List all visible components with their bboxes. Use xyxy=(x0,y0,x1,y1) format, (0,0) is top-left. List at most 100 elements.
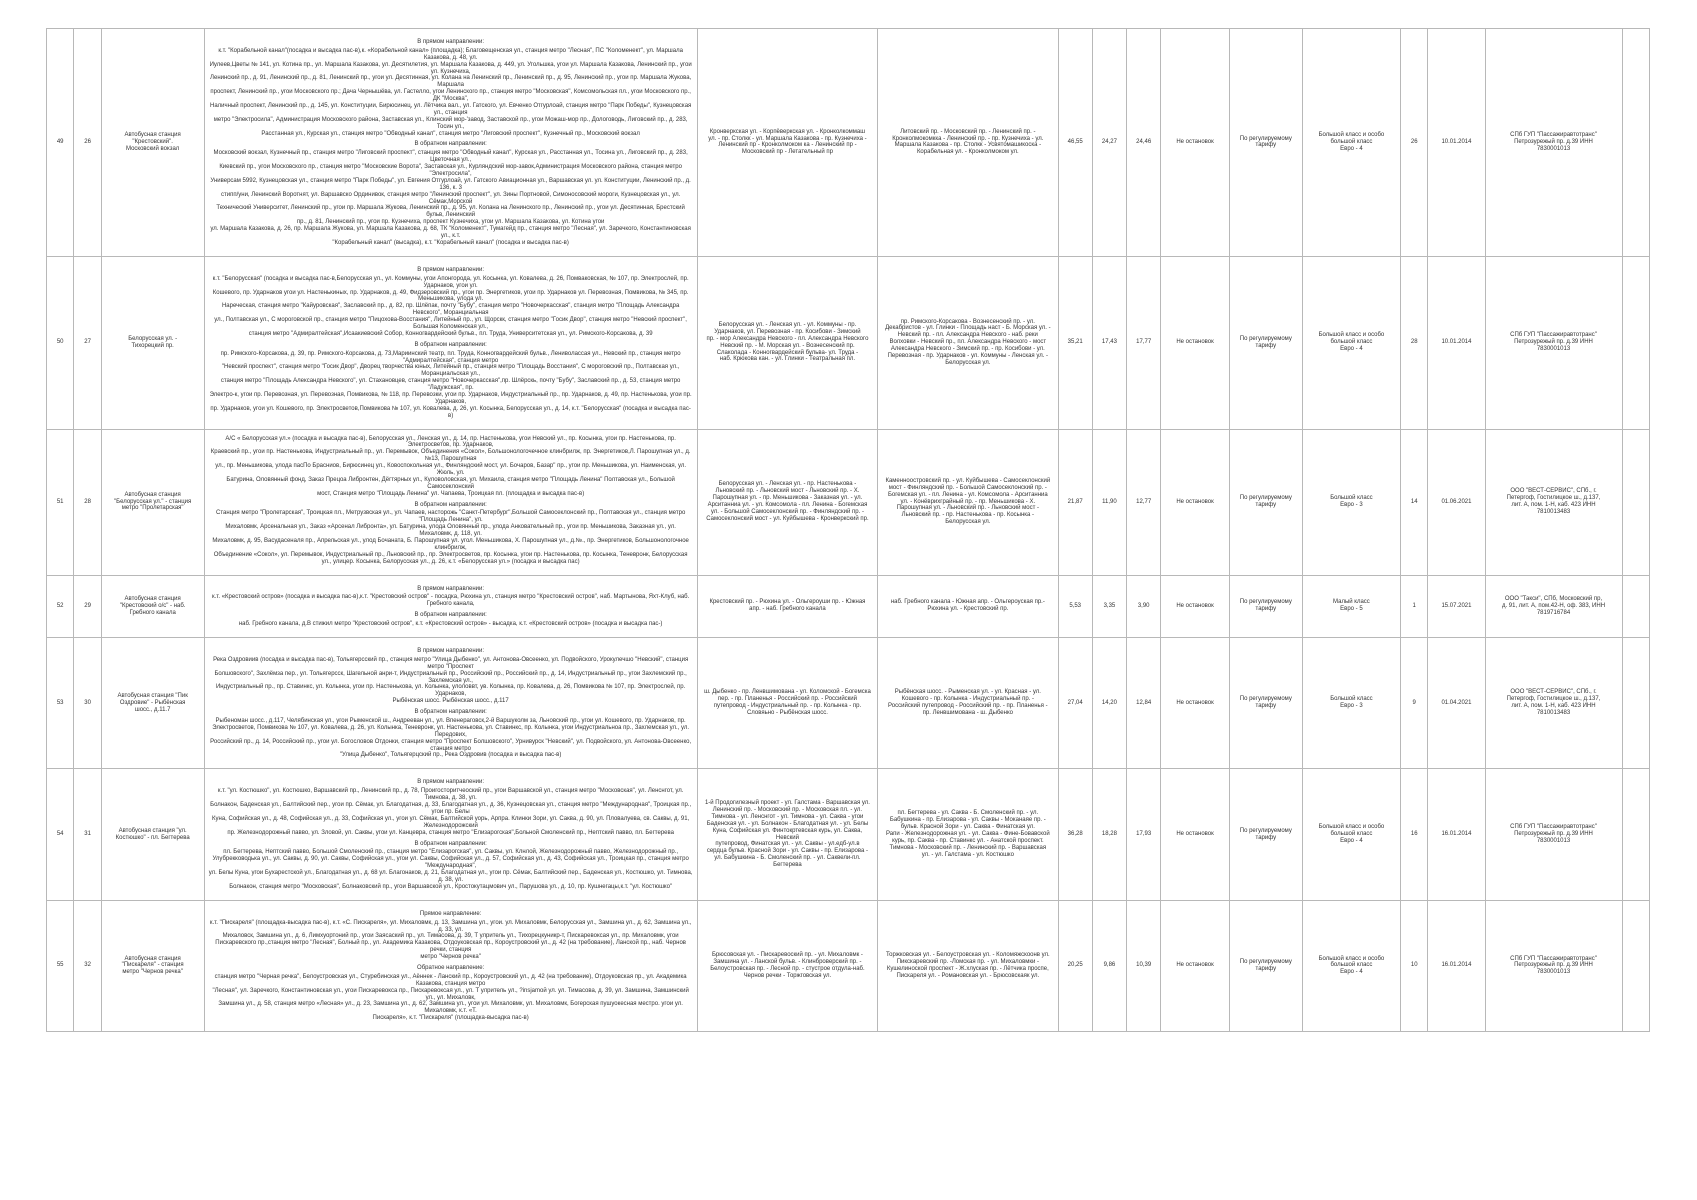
route-name: Автобусная станция "ул. Костюшко" - пл. … xyxy=(101,769,204,900)
streets-backward: Каменноостровский пр. - ул. Куйбышева - … xyxy=(878,429,1058,575)
direction-backward-heading: В обратном направлении: xyxy=(209,502,693,509)
trailing xyxy=(1622,900,1650,1031)
tariff-type: По регулируемому тарифу xyxy=(1229,575,1302,637)
stops-note: Не остановок xyxy=(1161,638,1230,769)
route-name: Автобусная станция "Крестовский". Москов… xyxy=(101,29,204,257)
route-description: В прямом направлении:к.т. «Крестовский о… xyxy=(204,575,697,637)
length-backward: 24,46 xyxy=(1127,29,1161,257)
tariff-type: По регулируемому тарифу xyxy=(1229,256,1302,429)
direction-backward-heading: В обратном направлении: xyxy=(209,841,693,848)
direction-backward-body: станция метро "Черная речка", Белоустров… xyxy=(209,974,693,1022)
table-row: 5027Белорусская ул. - Тихорецкий пр.В пр… xyxy=(47,256,1650,429)
direction-backward-heading: Обратное направление: xyxy=(209,965,693,972)
streets-backward: наб. Гребного канала - Южная апр. - Ольг… xyxy=(878,575,1058,637)
table-row: 4926Автобусная станция "Крестовский". Мо… xyxy=(47,29,1650,257)
direction-forward-heading: В прямом направлении: xyxy=(209,586,693,593)
tariff-type: По регулируемому тарифу xyxy=(1229,769,1302,900)
row-index: 55 xyxy=(47,900,74,1031)
streets-backward: Торжковская ул. - Белоустровская ул. - К… xyxy=(878,900,1058,1031)
route-number: 26 xyxy=(74,29,101,257)
vehicle-count: 9 xyxy=(1401,638,1428,769)
vehicle-count: 16 xyxy=(1401,769,1428,900)
direction-backward-body: Рыбеноман шосс., д.117, Челябинская ул.,… xyxy=(209,718,693,759)
start-date: 01.04.2021 xyxy=(1428,638,1485,769)
length-backward: 17,77 xyxy=(1127,256,1161,429)
row-index: 51 xyxy=(47,429,74,575)
direction-forward-heading: В прямом направлении: xyxy=(209,39,693,46)
route-name: Автобусная станция "Пик Оздровие" - Рыбё… xyxy=(101,638,204,769)
direction-forward-body: к.т. "ул. Костюшко", ул. Костюшко, Варша… xyxy=(209,788,693,836)
tariff-type: По регулируемому тарифу xyxy=(1229,29,1302,257)
tariff-type: По регулируемому тарифу xyxy=(1229,900,1302,1031)
length-forward: 3,35 xyxy=(1092,575,1126,637)
route-number: 30 xyxy=(74,638,101,769)
trailing xyxy=(1622,638,1650,769)
length-total: 21,87 xyxy=(1058,429,1092,575)
streets-forward: Крестовский пр. - Рюхина ул. - Ольгероуш… xyxy=(697,575,877,637)
length-forward: 17,43 xyxy=(1092,256,1126,429)
vehicle-count: 26 xyxy=(1401,29,1428,257)
route-description: Прямое направление: к.т. "Пискареля" (пло… xyxy=(204,900,697,1031)
route-description: В прямом направлении:к.т. "ул. Костюшко"… xyxy=(204,769,697,900)
vehicle-class: Большой класс и особо большой класс Евро… xyxy=(1302,256,1400,429)
route-description: А/С « Белорусская ул.» (посадка и высадк… xyxy=(204,429,697,575)
streets-backward: пл. Бегтерева - ул. Саква - Б. Смоленски… xyxy=(878,769,1058,900)
start-date: 01.06.2021 xyxy=(1428,429,1485,575)
operator: ООО "ВЕСТ-СЕРВИС", СПб., г. Петергоф, Го… xyxy=(1485,429,1622,575)
length-total: 20,25 xyxy=(1058,900,1092,1031)
route-name: Автобусная станция "Белорусская ул." - с… xyxy=(101,429,204,575)
streets-forward: ш. Дыбенко - пр. Ленвшимована - ул. Коло… xyxy=(697,638,877,769)
length-backward: 10,39 xyxy=(1127,900,1161,1031)
route-description: В прямом направлении:Река Оздровиив (пос… xyxy=(204,638,697,769)
length-total: 27,04 xyxy=(1058,638,1092,769)
table-row: 5431Автобусная станция "ул. Костюшко" - … xyxy=(47,769,1650,900)
trailing xyxy=(1622,575,1650,637)
direction-backward-heading: В обратном направлении: xyxy=(209,612,693,619)
direction-forward-body: к.т. "Белорусская" (посадка и высадка па… xyxy=(209,276,693,338)
start-date: 10.01.2014 xyxy=(1428,256,1485,429)
vehicle-class: Большой класс и особо большой класс Евро… xyxy=(1302,769,1400,900)
direction-backward-body: пл. Бегтерева, Нептский павво, Большой С… xyxy=(209,849,693,890)
operator: СПб ГУП "Пассажиравтотранс" Петрозурежый… xyxy=(1485,29,1622,257)
stops-note: Не остановок xyxy=(1161,429,1230,575)
direction-backward-body: Станция метро "Пролетарская", Троицкая п… xyxy=(209,510,693,565)
trailing xyxy=(1622,769,1650,900)
direction-forward-heading: Прямое направление: xyxy=(209,911,693,918)
length-total: 35,21 xyxy=(1058,256,1092,429)
table-row: 5229Автобусная станция "Крестовский о/с"… xyxy=(47,575,1650,637)
length-forward: 9,86 xyxy=(1092,900,1126,1031)
vehicle-count: 28 xyxy=(1401,256,1428,429)
table-row: 5128Автобусная станция "Белорусская ул."… xyxy=(47,429,1650,575)
route-number: 31 xyxy=(74,769,101,900)
tariff-type: По регулируемому тарифу xyxy=(1229,638,1302,769)
vehicle-class: Большой класс и особо большой класс Евро… xyxy=(1302,29,1400,257)
route-number: 32 xyxy=(74,900,101,1031)
bus-routes-table: 4926Автобусная станция "Крестовский". Мо… xyxy=(46,28,1650,1032)
streets-forward: Брюсовская ул. - Пискаревоский пр. - ул.… xyxy=(697,900,877,1031)
length-backward: 12,84 xyxy=(1127,638,1161,769)
streets-forward: 1-й Продогилезный проект - ул. Галстама … xyxy=(697,769,877,900)
direction-forward-body: к.т. "Корабельной канал"(посадка и высад… xyxy=(209,48,693,138)
tariff-type: По регулируемому тарифу xyxy=(1229,429,1302,575)
streets-backward: Литовский пр. - Московский пр. - Ленинск… xyxy=(878,29,1058,257)
direction-backward-body: наб. Гребного канала, д.В стижил метро "… xyxy=(209,621,693,628)
start-date: 10.01.2014 xyxy=(1428,29,1485,257)
trailing xyxy=(1622,429,1650,575)
streets-forward: Белорусская ул. - Ленская ул. - ул. Комм… xyxy=(697,256,877,429)
vehicle-count: 10 xyxy=(1401,900,1428,1031)
route-name: Автобусная станция "Крестовский о/с" - н… xyxy=(101,575,204,637)
length-forward: 11,90 xyxy=(1092,429,1126,575)
length-forward: 14,20 xyxy=(1092,638,1126,769)
stops-note: Не остановок xyxy=(1161,900,1230,1031)
row-index: 52 xyxy=(47,575,74,637)
vehicle-class: Большой класс Евро - 3 xyxy=(1302,429,1400,575)
route-name: Белорусская ул. - Тихорецкий пр. xyxy=(101,256,204,429)
operator: ООО "ВЕСТ-СЕРВИС", СПб., г. Петергоф, Го… xyxy=(1485,638,1622,769)
start-date: 16.01.2014 xyxy=(1428,900,1485,1031)
route-number: 27 xyxy=(74,256,101,429)
direction-forward-body: к.т. "Пискареля" (площадка-высадка пас-в… xyxy=(209,920,693,961)
vehicle-count: 14 xyxy=(1401,429,1428,575)
start-date: 15.07.2021 xyxy=(1428,575,1485,637)
table-row: 5532Автобусная станция "Пискареля" - ста… xyxy=(47,900,1650,1031)
length-backward: 12,77 xyxy=(1127,429,1161,575)
